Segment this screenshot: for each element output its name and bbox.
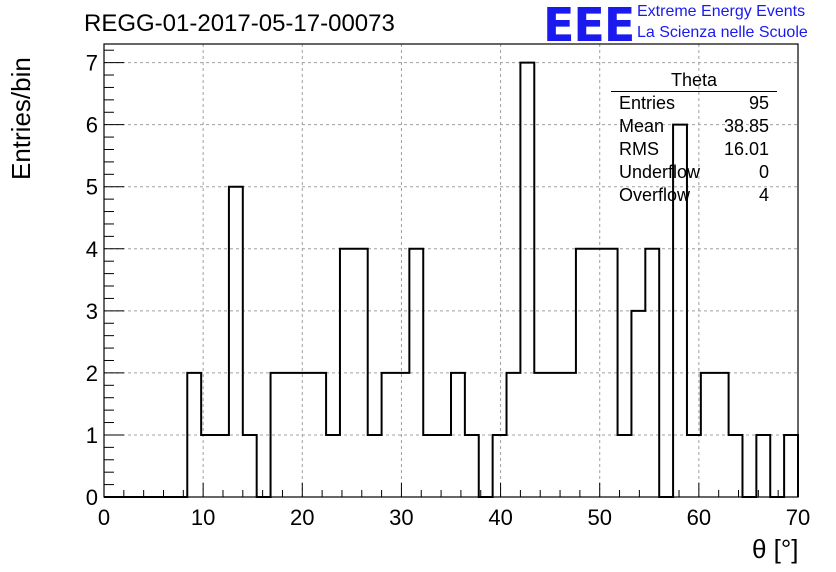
histogram-bin: [229, 187, 243, 497]
x-tick-label: 0: [98, 505, 110, 530]
stats-row-entries: Entries 95: [611, 92, 777, 115]
x-tick-label: 50: [587, 505, 611, 530]
histogram-bin: [631, 311, 645, 497]
stats-value: 16.01: [723, 139, 769, 159]
stats-value: 0: [758, 162, 769, 182]
histogram-bin: [354, 249, 368, 497]
x-axis-label: θ [°]: [752, 534, 799, 564]
x-tick-label: 70: [786, 505, 810, 530]
stats-value: 38.85: [723, 116, 769, 136]
histogram-bin: [493, 435, 507, 497]
y-tick-label: 2: [86, 361, 98, 386]
stats-title: Theta: [611, 69, 777, 92]
x-tick-label: 60: [687, 505, 711, 530]
stats-box: Theta Entries 95 Mean 38.85 RMS 16.01 Un…: [611, 69, 777, 207]
stats-label: Underflow: [619, 162, 701, 182]
y-tick-label: 6: [86, 113, 98, 138]
y-tick-label: 1: [86, 423, 98, 448]
chart-title: REGG-01-2017-05-17-00073: [84, 10, 395, 37]
stats-value: 4: [758, 185, 769, 205]
histogram-bin: [395, 373, 409, 497]
stats-value: 95: [748, 93, 769, 113]
histogram-bin: [437, 435, 451, 497]
y-tick-label: 5: [86, 175, 98, 200]
histogram-bin: [729, 435, 743, 497]
y-axis-label: Entries/bin: [6, 57, 36, 180]
x-tick-label: 10: [191, 505, 215, 530]
y-tick-label: 0: [86, 485, 98, 510]
histogram-bin: [618, 435, 632, 497]
histogram-bin: [215, 435, 229, 497]
y-tick-label: 4: [86, 237, 98, 262]
stats-label: RMS: [619, 139, 659, 159]
x-tick-label: 40: [488, 505, 512, 530]
histogram-bin: [465, 435, 479, 497]
x-tick-label: 30: [389, 505, 413, 530]
stats-row-overflow: Overflow 4: [611, 184, 777, 207]
histogram-bin: [423, 435, 437, 497]
histogram-outline: [104, 61, 799, 498]
histogram-bin: [368, 435, 382, 497]
histogram-bin: [756, 435, 770, 497]
stats-label: Mean: [619, 116, 665, 136]
stats-label: Overflow: [619, 185, 691, 205]
logo-line-1: Extreme Energy Events: [637, 3, 806, 20]
histogram-bin: [326, 435, 340, 497]
y-tick-label: 3: [86, 299, 98, 324]
histogram-bin: [784, 435, 798, 497]
stats-row-rms: RMS 16.01: [611, 138, 777, 161]
logo-line-2: La Scienza nelle Scuole: [637, 24, 808, 41]
histogram-bin: [520, 63, 534, 497]
histogram-bin: [243, 435, 257, 497]
x-tick-label: 20: [290, 505, 314, 530]
stats-row-mean: Mean 38.85: [611, 115, 777, 138]
plot-frame: [103, 43, 799, 498]
stats-label: Entries: [619, 93, 676, 113]
eee-logo: EEE: [543, 0, 635, 52]
y-tick-label: 7: [86, 51, 98, 76]
stats-row-underflow: Underflow 0: [611, 161, 777, 184]
